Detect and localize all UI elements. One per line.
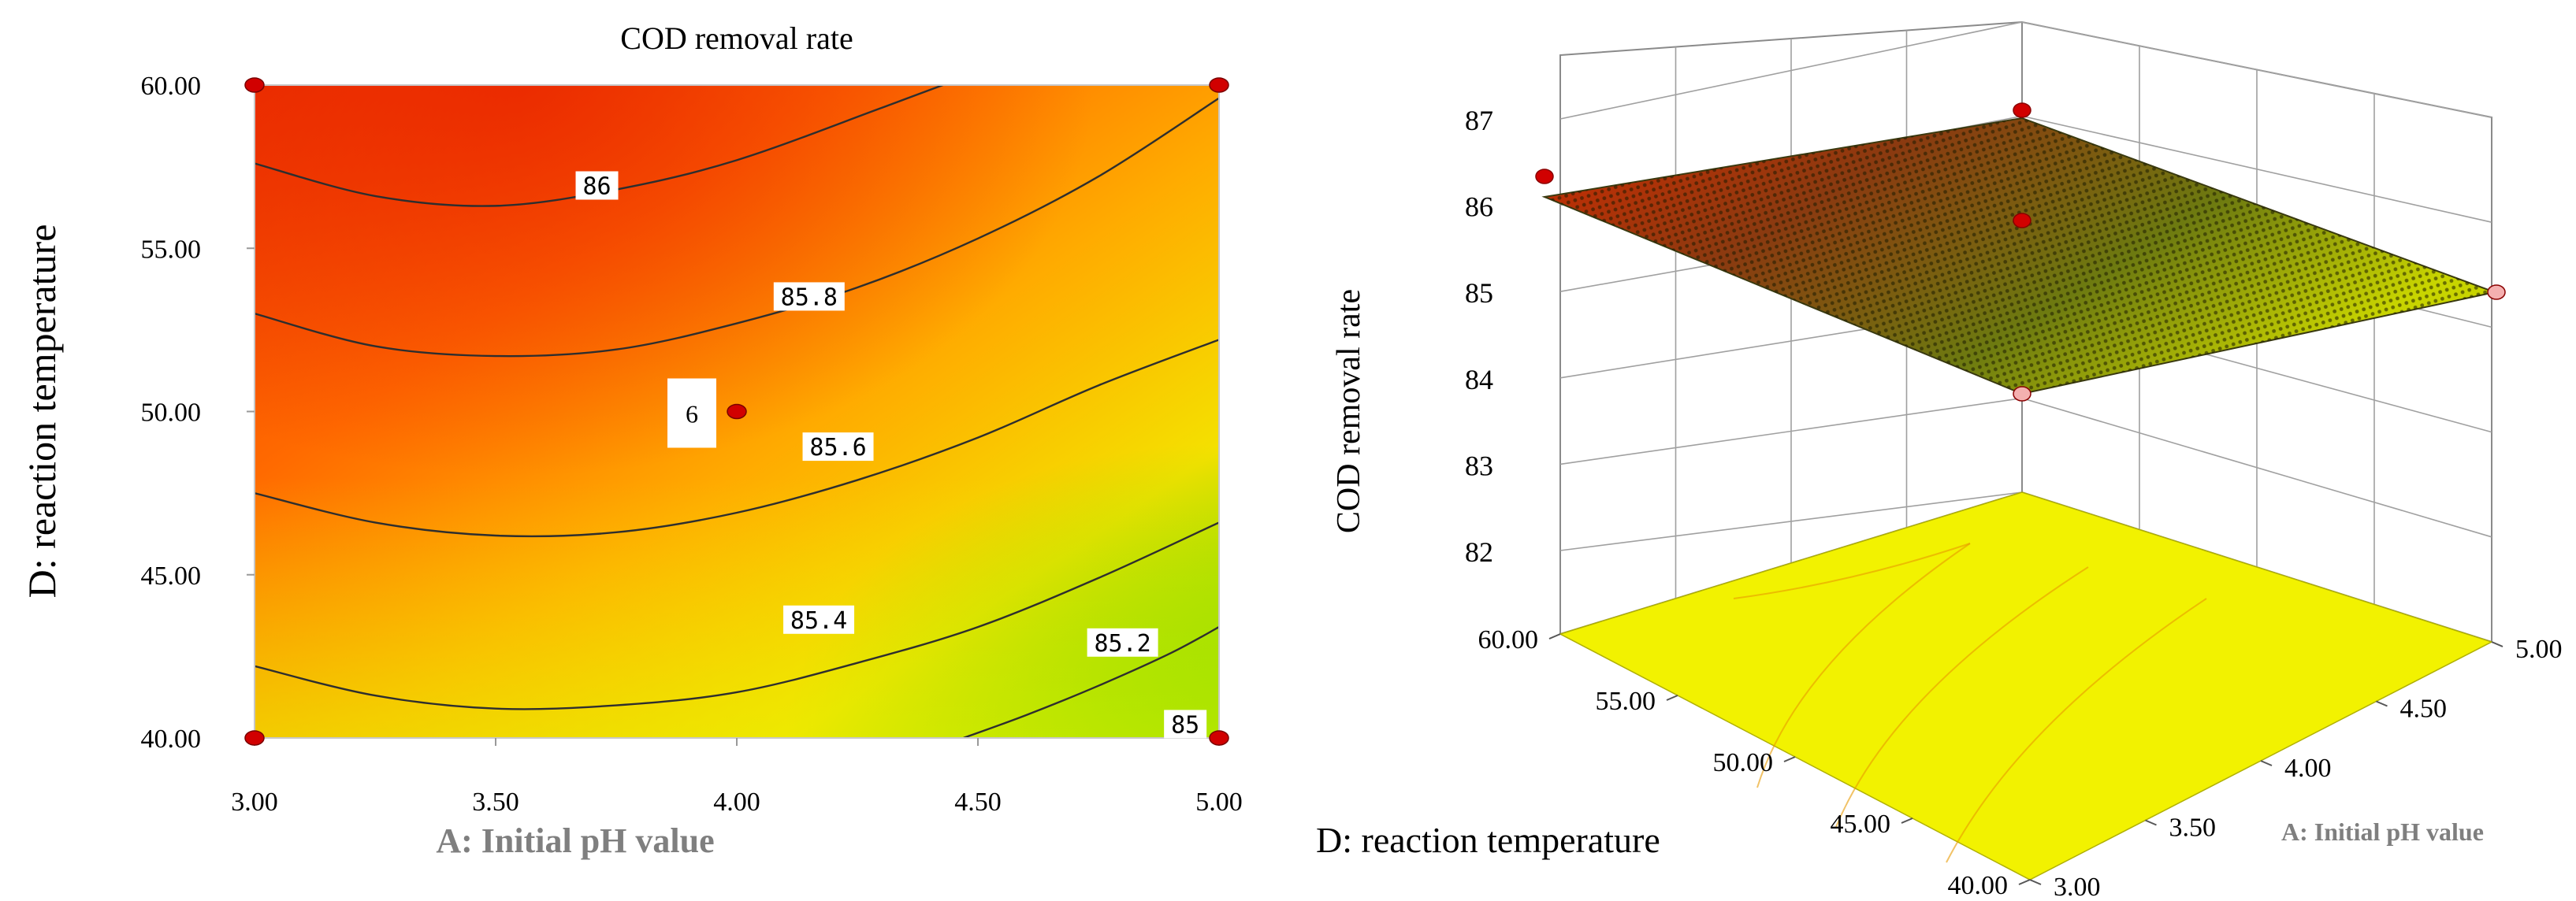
floor-a-tick bbox=[2029, 879, 2042, 885]
x-axis-label: A: Initial pH value bbox=[436, 821, 714, 860]
y-tick-label: 40.00 bbox=[141, 725, 202, 754]
contour-line bbox=[963, 626, 1219, 738]
surface-design-point bbox=[2013, 213, 2031, 228]
y-tick-label: 55.00 bbox=[141, 235, 202, 264]
floor-d-tick bbox=[1548, 633, 1561, 640]
y-tick-label: 45.00 bbox=[141, 562, 202, 591]
floor-a-tick-label: 3.50 bbox=[2169, 814, 2217, 843]
z-tick-label: 86 bbox=[1465, 191, 1493, 223]
surface-plot: 82 83 84 85 86 87 COD removal rate 40.00 45.00… bbox=[1316, 20, 2563, 901]
floor-d-tick-label: 45.00 bbox=[1831, 810, 1891, 839]
design-point bbox=[1209, 730, 1229, 746]
y-axis-label: D: reaction temperature bbox=[20, 224, 64, 599]
floor-a-tick-label: 4.50 bbox=[2400, 695, 2448, 724]
z-tick-label: 85 bbox=[1465, 277, 1493, 309]
contour-label-bg bbox=[783, 605, 855, 634]
design-point bbox=[727, 403, 747, 420]
design-point bbox=[244, 77, 265, 93]
floor-d-tick bbox=[1666, 695, 1678, 701]
floor-d-tick bbox=[1783, 756, 1796, 762]
floor-x-axis-label: A: Initial pH value bbox=[2281, 818, 2484, 846]
floor-d-tick-label: 40.00 bbox=[1948, 871, 2009, 900]
surface-design-point bbox=[2487, 284, 2506, 300]
x-tick-label: 5.00 bbox=[1195, 788, 1243, 817]
floor-a-tick bbox=[2260, 760, 2273, 766]
floor-y-axis-label: D: reaction temperature bbox=[1316, 820, 1660, 860]
contour-label: 86 bbox=[582, 172, 611, 200]
floor-d-tick bbox=[1901, 818, 1913, 824]
floor-contours bbox=[1733, 543, 2207, 863]
contour-label: 85.8 bbox=[781, 284, 838, 311]
contour-label-bg bbox=[575, 171, 619, 200]
contour-label: 85.6 bbox=[809, 434, 866, 462]
contour-label-bg bbox=[1087, 628, 1158, 657]
contour-label-bg bbox=[1164, 710, 1207, 739]
floor-a-tick-label: 5.00 bbox=[2515, 635, 2563, 664]
contour-label: 85.4 bbox=[790, 607, 847, 635]
surface-design-point bbox=[1535, 169, 1554, 184]
point-count-box bbox=[667, 378, 716, 448]
contour-line bbox=[255, 339, 1219, 538]
contour-label: 85.2 bbox=[1094, 630, 1150, 658]
design-point bbox=[244, 730, 265, 746]
floor-a-tick bbox=[2491, 641, 2504, 647]
floor-d-tick-label: 60.00 bbox=[1478, 625, 1539, 654]
x-tick-label: 4.00 bbox=[713, 788, 760, 817]
surface-design-point bbox=[2013, 386, 2031, 402]
floor-a-tick-label: 3.00 bbox=[2054, 873, 2101, 901]
chart-title: COD removal rate bbox=[620, 20, 853, 56]
z-tick-label: 84 bbox=[1465, 364, 1493, 395]
z-axis-label: COD removal rate bbox=[1331, 289, 1367, 533]
x-tick-label: 4.50 bbox=[954, 788, 1002, 817]
contour-label-bg bbox=[773, 282, 845, 311]
point-count-label: 6 bbox=[686, 400, 698, 428]
contour-label: 85 bbox=[1171, 711, 1199, 739]
x-tick-label: 3.50 bbox=[472, 788, 519, 817]
floor-d-tick-label: 50.00 bbox=[1713, 748, 1774, 777]
y-tick-label: 50.00 bbox=[141, 399, 202, 428]
floor-a-tick-label: 4.00 bbox=[2284, 754, 2332, 783]
z-tick-label: 87 bbox=[1465, 105, 1493, 136]
floor-a-tick bbox=[2145, 819, 2157, 826]
contour-line bbox=[255, 97, 1219, 358]
contour-plot: COD removal rate 86 85.8 85.6 85.4 85.2 85 3.… bbox=[20, 20, 1243, 860]
floor-d-tick bbox=[2018, 879, 2031, 885]
contour-label-bg bbox=[802, 432, 874, 462]
z-tick-label: 83 bbox=[1465, 450, 1493, 481]
floor-d-tick-label: 55.00 bbox=[1596, 687, 1656, 716]
floor-a-tick bbox=[2376, 700, 2388, 707]
surface-design-point bbox=[2013, 102, 2031, 118]
z-tick-label: 82 bbox=[1465, 536, 1493, 568]
contour-line bbox=[255, 521, 1219, 710]
design-point bbox=[1209, 77, 1229, 93]
x-tick-label: 3.00 bbox=[231, 788, 278, 817]
y-tick-label: 60.00 bbox=[141, 72, 202, 101]
